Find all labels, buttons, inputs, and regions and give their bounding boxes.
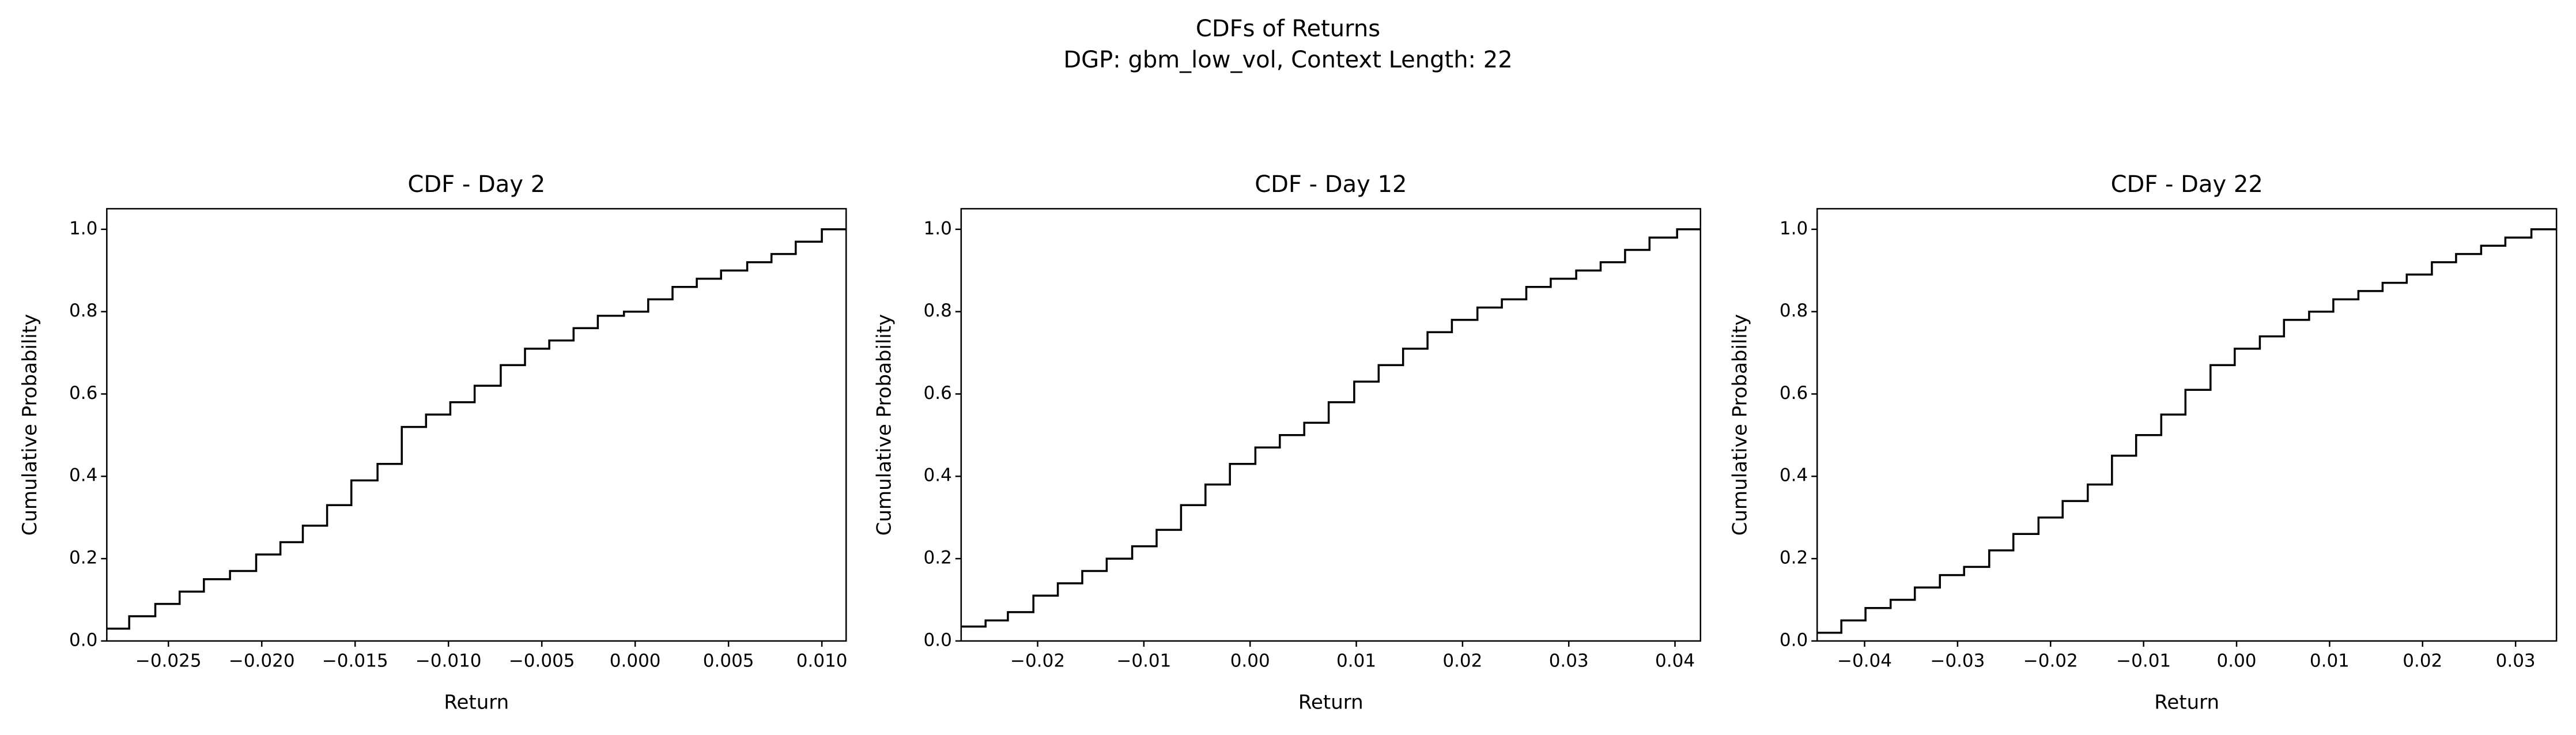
x-tick-label: 0.02 xyxy=(2403,650,2442,671)
axes-frame xyxy=(960,208,1702,642)
x-tick-label: 0.005 xyxy=(703,650,754,671)
y-axis-label: Cumulative Probability xyxy=(18,314,41,536)
y-tick-label: 0.8 xyxy=(69,300,97,321)
subplot-title: CDF - Day 12 xyxy=(1255,171,1407,198)
y-tick-label: 1.0 xyxy=(924,218,952,239)
y-tick-label: 0.6 xyxy=(1780,383,1808,404)
y-tick-label: 0.8 xyxy=(924,300,952,321)
y-tick-label: 0.2 xyxy=(1780,548,1808,568)
x-tick-label: 0.00 xyxy=(1230,650,1270,671)
x-tick-label: 0.04 xyxy=(1655,650,1695,671)
y-tick-label: 0.4 xyxy=(69,465,97,486)
x-tick-label: 0.01 xyxy=(2310,650,2350,671)
y-tick-label: 0.6 xyxy=(924,383,952,404)
y-tick-label: 0.2 xyxy=(69,548,97,568)
cdf-line xyxy=(1817,228,2557,634)
cdf-line xyxy=(107,228,847,630)
x-tick-label: −0.02 xyxy=(1010,650,1065,671)
x-tick-label: −0.010 xyxy=(416,650,482,671)
x-tick-label: −0.02 xyxy=(2023,650,2078,671)
subplot-title: CDF - Day 2 xyxy=(407,171,545,198)
x-tick-label: −0.01 xyxy=(2116,650,2171,671)
axes-frame xyxy=(106,208,847,642)
x-tick-label: 0.01 xyxy=(1336,650,1376,671)
subplot-title: CDF - Day 22 xyxy=(2111,171,2263,198)
y-tick-label: 0.2 xyxy=(924,548,952,568)
y-tick-label: 0.0 xyxy=(1780,630,1808,650)
y-axis-label: Cumulative Probability xyxy=(872,314,896,536)
y-tick-label: 0.0 xyxy=(69,630,97,650)
x-tick-label: −0.015 xyxy=(322,650,388,671)
x-tick-label: −0.03 xyxy=(1930,650,1985,671)
x-tick-label: 0.00 xyxy=(2217,650,2257,671)
y-tick-label: 0.8 xyxy=(1780,300,1808,321)
x-axis-label: Return xyxy=(444,691,509,714)
figure-subtitle: DGP: gbm_low_vol, Context Length: 22 xyxy=(1063,47,1512,73)
x-tick-label: 0.02 xyxy=(1442,650,1482,671)
y-tick-label: 1.0 xyxy=(1780,218,1808,239)
x-axis-label: Return xyxy=(2154,691,2219,714)
y-tick-label: 0.4 xyxy=(1780,465,1808,486)
cdf-line xyxy=(961,228,1701,628)
x-tick-label: −0.025 xyxy=(135,650,202,671)
x-tick-label: −0.04 xyxy=(1837,650,1892,671)
y-tick-label: 0.0 xyxy=(924,630,952,650)
x-tick-label: 0.010 xyxy=(796,650,848,671)
y-tick-label: 1.0 xyxy=(69,218,97,239)
x-axis-label: Return xyxy=(1298,691,1363,714)
y-tick-label: 0.6 xyxy=(69,383,97,404)
x-tick-label: −0.01 xyxy=(1116,650,1171,671)
x-tick-label: 0.03 xyxy=(1549,650,1589,671)
y-axis-label: Cumulative Probability xyxy=(1729,314,1752,536)
x-tick-label: −0.005 xyxy=(509,650,575,671)
y-tick-label: 0.4 xyxy=(924,465,952,486)
x-tick-label: 0.03 xyxy=(2496,650,2536,671)
axes-frame xyxy=(1816,208,2558,642)
figure-title: CDFs of Returns xyxy=(1196,16,1380,42)
x-tick-label: −0.020 xyxy=(229,650,295,671)
x-tick-label: 0.000 xyxy=(610,650,661,671)
